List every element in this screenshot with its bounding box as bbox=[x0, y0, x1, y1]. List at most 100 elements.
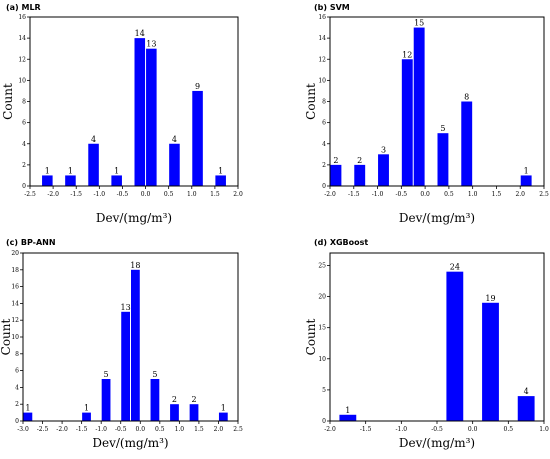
y-tick-label: 2 bbox=[15, 401, 19, 408]
x-tick-label: 2.0 bbox=[515, 191, 525, 198]
bar bbox=[134, 38, 146, 186]
bar-value-label: 2 bbox=[172, 395, 177, 404]
bar-value-label: 5 bbox=[104, 370, 109, 379]
bar-value-label: 4 bbox=[524, 387, 529, 396]
y-axis-label: Count bbox=[304, 83, 318, 120]
bar bbox=[218, 412, 228, 421]
bar-value-label: 15 bbox=[414, 19, 424, 28]
x-tick-label: -2.5 bbox=[24, 191, 36, 198]
panel-title: (c) BP-ANN bbox=[6, 238, 56, 247]
bar bbox=[121, 311, 130, 421]
bar bbox=[146, 48, 157, 186]
plot-frame bbox=[329, 252, 545, 422]
y-tick-label: 4 bbox=[322, 141, 326, 148]
bar-value-label: 13 bbox=[146, 40, 156, 49]
bar bbox=[401, 59, 413, 186]
bar bbox=[354, 164, 366, 186]
x-tick-label: 1.0 bbox=[187, 191, 197, 198]
y-tick-label: 2 bbox=[322, 162, 326, 169]
y-tick-label: 25 bbox=[318, 262, 326, 269]
bar bbox=[215, 175, 226, 186]
x-axis-label: Dev/(mg/m³) bbox=[92, 436, 168, 450]
y-tick-label: 10 bbox=[18, 77, 26, 84]
panel-title: (a) MLR bbox=[6, 3, 41, 12]
y-tick-label: 16 bbox=[11, 284, 19, 291]
x-tick-label: 1.0 bbox=[175, 426, 185, 433]
x-tick-label: -0.5 bbox=[431, 426, 443, 433]
y-tick-label: 0 bbox=[322, 183, 326, 190]
x-tick-label: -1.5 bbox=[360, 426, 372, 433]
x-tick-label: -2.0 bbox=[47, 191, 59, 198]
bar bbox=[101, 379, 111, 421]
y-tick-label: 5 bbox=[322, 387, 326, 394]
x-axis-label: Dev/(mg/m³) bbox=[399, 436, 475, 450]
x-tick-label: 2.5 bbox=[233, 426, 243, 433]
bar-value-label: 5 bbox=[440, 124, 445, 133]
bar-value-label: 4 bbox=[91, 135, 96, 144]
bar bbox=[446, 271, 464, 421]
y-tick-label: 6 bbox=[15, 368, 19, 375]
y-tick-label: 14 bbox=[11, 300, 19, 307]
bar-value-label: 18 bbox=[130, 261, 140, 270]
bar-value-label: 1 bbox=[221, 404, 226, 413]
bar bbox=[413, 27, 425, 186]
x-tick-label: 0.0 bbox=[420, 191, 430, 198]
panel-3: (d) XGBoost 1 24 19 4 -2.0 -1.5 -1.0 -0.5 0.0 0.5 1… bbox=[304, 238, 549, 450]
x-tick-label: 0.0 bbox=[135, 426, 145, 433]
bar-value-label: 1 bbox=[68, 166, 73, 175]
bar bbox=[42, 175, 53, 186]
y-tick-label: 6 bbox=[322, 120, 326, 127]
bar-value-label: 19 bbox=[485, 294, 495, 303]
y-tick-label: 16 bbox=[318, 14, 326, 21]
x-tick-label: 1.0 bbox=[539, 426, 549, 433]
y-axis-label: Count bbox=[1, 83, 15, 120]
x-axis-label: Dev/(mg/m³) bbox=[399, 211, 475, 225]
bar-value-label: 14 bbox=[135, 29, 145, 38]
x-tick-label: -2.0 bbox=[56, 426, 68, 433]
bar-value-label: 2 bbox=[357, 156, 362, 165]
y-tick-label: 10 bbox=[318, 77, 326, 84]
bar bbox=[82, 412, 91, 421]
y-tick-label: 16 bbox=[18, 14, 26, 21]
x-tick-label: 0.5 bbox=[164, 191, 174, 198]
bar-value-label: 4 bbox=[172, 135, 177, 144]
x-tick-label: -1.5 bbox=[348, 191, 360, 198]
x-tick-label: 1.5 bbox=[210, 191, 220, 198]
x-tick-label: 2.0 bbox=[233, 191, 243, 198]
y-tick-label: 0 bbox=[22, 183, 26, 190]
y-tick-label: 12 bbox=[318, 56, 326, 63]
bar bbox=[378, 154, 389, 186]
x-tick-label: -3.0 bbox=[17, 426, 29, 433]
panel-title: (d) XGBoost bbox=[314, 238, 368, 247]
y-tick-label: 18 bbox=[11, 267, 19, 274]
bar-value-label: 1 bbox=[84, 404, 89, 413]
bar bbox=[192, 90, 203, 186]
y-tick-label: 0 bbox=[322, 418, 326, 425]
bar bbox=[88, 143, 99, 186]
bar-value-label: 1 bbox=[218, 166, 223, 175]
panel-title: (b) SVM bbox=[314, 3, 350, 12]
bar bbox=[65, 175, 76, 186]
bar bbox=[111, 175, 122, 186]
y-tick-label: 20 bbox=[11, 250, 19, 257]
bar bbox=[330, 164, 342, 186]
bar bbox=[339, 414, 357, 421]
bar bbox=[517, 396, 535, 421]
x-tick-label: -2.0 bbox=[324, 426, 336, 433]
x-axis-label: Dev/(mg/m³) bbox=[96, 211, 172, 225]
bar bbox=[170, 404, 179, 421]
plot-frame bbox=[29, 16, 239, 187]
x-tick-label: -1.5 bbox=[76, 426, 88, 433]
x-tick-label: -1.0 bbox=[95, 426, 107, 433]
y-tick-label: 2 bbox=[22, 162, 26, 169]
bar bbox=[461, 101, 473, 186]
y-axis-label: Count bbox=[304, 318, 318, 355]
y-tick-label: 15 bbox=[318, 325, 326, 332]
bar-value-label: 13 bbox=[121, 303, 131, 312]
x-tick-label: 1.0 bbox=[468, 191, 478, 198]
y-tick-label: 20 bbox=[318, 294, 326, 301]
